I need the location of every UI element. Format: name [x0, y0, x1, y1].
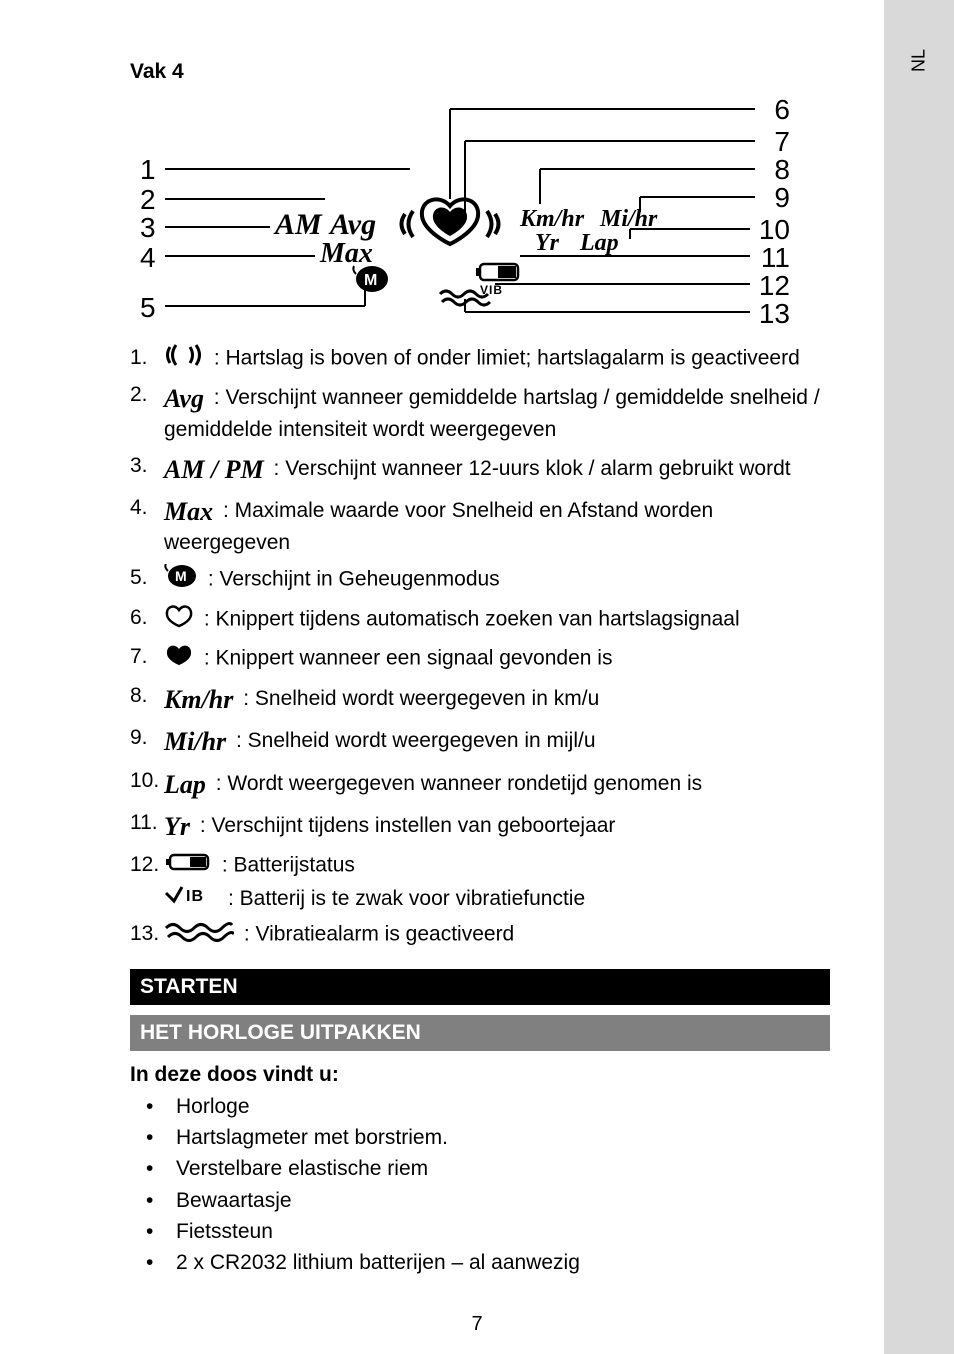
- vibration-icon: [164, 920, 234, 950]
- legend-item-12: 12. : Batterijstatus IB : Batterij is te…: [130, 851, 830, 914]
- svg-text:M: M: [364, 272, 377, 289]
- legend-text: : Verschijnt in Geheugenmodus: [202, 568, 500, 591]
- display-diagram: 1 2 3 4 5 6 7 8 9 10 11 12 13: [140, 94, 790, 334]
- page-content: Vak 4 1 2 3 4 5 6 7 8 9 10 11 12 13: [130, 60, 830, 1281]
- svg-text:Km/hr: Km/hr: [519, 206, 585, 232]
- svg-text:Max: Max: [319, 238, 373, 269]
- legend-item-10: 10. Lap : Wordt weergegeven wanneer rond…: [130, 767, 830, 802]
- ampm-brush-icon: AM / PM: [164, 452, 264, 487]
- legend-item-1: 1. : Hartslag is boven of onder limiet; …: [130, 344, 830, 374]
- legend-item-5: 5. M : Verschijnt in Geheugenmodus: [130, 564, 830, 596]
- legend-item-6: 6. : Knippert tijdens automatisch zoeken…: [130, 604, 830, 636]
- mihr-brush-icon: Mi/hr: [164, 724, 226, 759]
- box-item: Bewaartasje: [138, 1187, 830, 1215]
- section-title: STARTEN: [130, 969, 830, 1005]
- svg-text:Yr: Yr: [535, 230, 560, 256]
- svg-text:VIB: VIB: [480, 283, 503, 297]
- legend-num: 9.: [130, 724, 164, 752]
- legend-num: 5.: [130, 564, 164, 592]
- legend-item-2: 2. Avg : Verschijnt wanneer gemiddelde h…: [130, 381, 830, 444]
- svg-text:Lap: Lap: [579, 230, 619, 256]
- legend-text: : Hartslag is boven of onder limiet; har…: [208, 347, 800, 370]
- legend-list: 1. : Hartslag is boven of onder limiet; …: [130, 344, 830, 951]
- legend-text: : Maximale waarde voor Snelheid en Afsta…: [164, 499, 713, 554]
- kmhr-brush-icon: Km/hr: [164, 682, 233, 717]
- legend-item-3: 3. AM / PM : Verschijnt wanneer 12-uurs …: [130, 452, 830, 487]
- vak-title: Vak 4: [130, 60, 830, 84]
- legend-text: : Knippert wanneer een signaal gevonden …: [198, 647, 612, 670]
- legend-num: 10.: [130, 767, 164, 795]
- legend-item-4: 4. Max : Maximale waarde voor Snelheid e…: [130, 494, 830, 557]
- legend-num: 2.: [130, 381, 164, 409]
- legend-num: 12.: [130, 851, 164, 879]
- legend-item-8: 8. Km/hr : Snelheid wordt weergegeven in…: [130, 682, 830, 717]
- legend-text: : Vibratiealarm is geactiveerd: [238, 923, 514, 946]
- vib-text-icon: IB: [164, 885, 224, 913]
- legend-text: : Verschijnt tijdens instellen van geboo…: [194, 814, 615, 837]
- margin-lang-label: NL: [909, 49, 930, 72]
- subsection-title: HET HORLOGE UITPAKKEN: [130, 1015, 830, 1051]
- page-margin-tab: NL: [884, 0, 954, 1354]
- memory-m-icon: M: [164, 564, 198, 596]
- legend-text: : Batterijstatus: [216, 853, 355, 876]
- legend-subtext: : Batterij is te zwak voor vibratiefunct…: [228, 885, 585, 913]
- svg-text:Avg: Avg: [328, 208, 376, 241]
- legend-text: : Knippert tijdens automatisch zoeken va…: [198, 607, 740, 630]
- legend-num: 4.: [130, 494, 164, 522]
- page-number: 7: [471, 1313, 482, 1336]
- legend-num: 13.: [130, 920, 164, 948]
- box-item: Horloge: [138, 1093, 830, 1121]
- heart-outline-icon: [164, 604, 194, 636]
- svg-text:Mi/hr: Mi/hr: [599, 206, 658, 232]
- yr-brush-icon: Yr: [164, 809, 190, 844]
- sound-waves-icon: [164, 344, 204, 374]
- legend-text: : Snelheid wordt weergegeven in km/u: [237, 687, 599, 710]
- legend-num: 8.: [130, 682, 164, 710]
- legend-text: : Verschijnt wanneer 12-uurs klok / alar…: [268, 457, 791, 480]
- legend-text: : Snelheid wordt weergegeven in mijl/u: [230, 730, 595, 753]
- lap-brush-icon: Lap: [164, 767, 206, 802]
- legend-text: : Wordt weergegeven wanneer rondetijd ge…: [210, 772, 702, 795]
- legend-num: 3.: [130, 452, 164, 480]
- heart-solid-icon: [164, 643, 194, 675]
- diagram-svg: AM Avg Max Km/hr Mi/hr Yr Lap M VIB: [140, 94, 790, 334]
- svg-text:IB: IB: [186, 888, 204, 905]
- legend-item-11: 11. Yr : Verschijnt tijdens instellen va…: [130, 809, 830, 844]
- legend-item-13: 13. : Vibratiealarm is geactiveerd: [130, 920, 830, 950]
- box-item: Verstelbare elastische riem: [138, 1155, 830, 1183]
- box-item: Hartslagmeter met borstriem.: [138, 1124, 830, 1152]
- legend-num: 6.: [130, 604, 164, 632]
- box-item: 2 x CR2032 lithium batterijen – al aanwe…: [138, 1249, 830, 1277]
- legend-text: : Verschijnt wanneer gemiddelde hartslag…: [164, 386, 820, 441]
- box-contents-list: Horloge Hartslagmeter met borstriem. Ver…: [130, 1093, 830, 1278]
- svg-text:M: M: [175, 568, 187, 584]
- legend-num: 1.: [130, 344, 164, 372]
- legend-item-9: 9. Mi/hr : Snelheid wordt weergegeven in…: [130, 724, 830, 759]
- legend-num: 11.: [130, 809, 164, 837]
- legend-item-7: 7. : Knippert wanneer een signaal gevond…: [130, 643, 830, 675]
- avg-brush-icon: Avg: [164, 381, 204, 416]
- svg-text:AM: AM: [273, 208, 323, 241]
- legend-num: 7.: [130, 643, 164, 671]
- box-title: In deze doos vindt u:: [130, 1063, 830, 1087]
- max-brush-icon: Max: [164, 494, 213, 529]
- battery-icon: [164, 851, 212, 881]
- box-item: Fietssteun: [138, 1218, 830, 1246]
